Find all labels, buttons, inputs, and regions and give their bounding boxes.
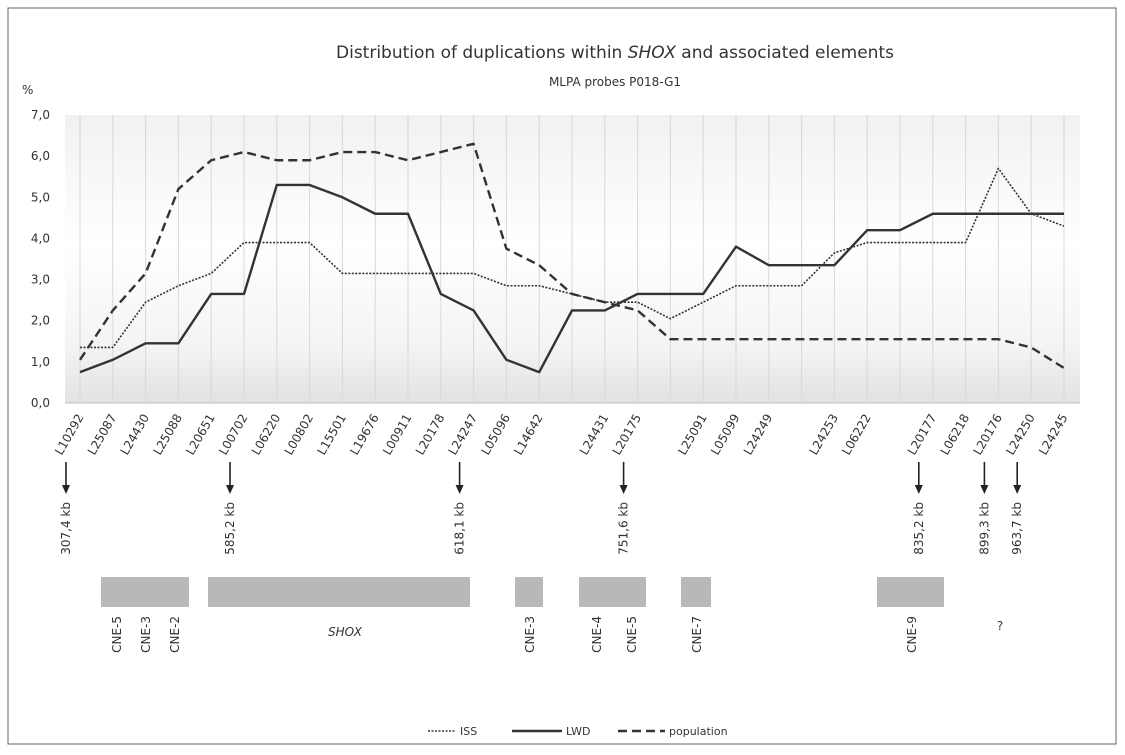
y-tick-label: 2,0 [31,314,50,328]
title-part: Distribution of duplications within [336,43,628,63]
element-label: CNE-2 [168,616,182,653]
y-tick-label: 0,0 [31,396,50,410]
position-label: 835,2 kb [912,502,926,555]
position-label: 585,2 kb [223,502,237,555]
element-box [515,577,543,607]
title-part: and associated elements [676,43,894,63]
series-line [80,167,1065,349]
series-line [79,183,1064,374]
element-label: CNE-4 [590,616,604,653]
y-tick-label: 3,0 [31,273,50,287]
arrow-head [619,485,628,494]
elements: CNE-5 CNE-3 CNE-2 SHOX CNE-3 CNE-4 CNE-5… [101,577,1003,653]
chart-subtitle: MLPA probes P018-G1 [549,75,681,89]
element-box [579,577,646,607]
title-part: SHOX [628,43,676,63]
arrow-head [62,485,70,494]
arrow-head [1013,485,1022,494]
position-label: 618,1 kb [453,502,467,555]
legend-label: population [669,725,728,738]
element-label: ? [997,619,1003,633]
arrow-head [455,485,464,494]
element-label: CNE-9 [905,616,919,653]
y-tick-label: 4,0 [31,231,50,245]
element-label: CNE-3 [523,616,537,653]
position-label: 963,7 kb [1010,502,1024,555]
element-box [208,577,470,607]
position-label: 899,3 kb [977,502,991,555]
element-label: CNE-7 [690,616,704,653]
y-axis-label: % [22,83,33,97]
y-tick-label: 1,0 [31,355,50,369]
element-label: CNE-5 [110,616,124,653]
y-tick-label: 5,0 [31,190,50,204]
chart-title: Distribution of duplications within SHOX… [336,43,894,63]
arrow-head [914,485,923,494]
position-label: 751,6 kb [617,502,631,555]
legend-label: LWD [566,725,590,738]
y-tick-label: 6,0 [31,149,50,163]
element-box [101,577,189,607]
element-box [681,577,711,607]
element-label: SHOX [328,625,363,639]
position-label: 307,4 kb [59,502,73,555]
arrow-head [980,485,989,494]
element-label: CNE-5 [625,616,639,653]
series-line [79,142,1065,370]
element-label: CNE-3 [139,616,153,653]
legend-label: ISS [460,725,477,738]
element-box [877,577,944,607]
arrow-head [226,485,234,494]
y-tick-label: 7,0 [31,108,50,122]
